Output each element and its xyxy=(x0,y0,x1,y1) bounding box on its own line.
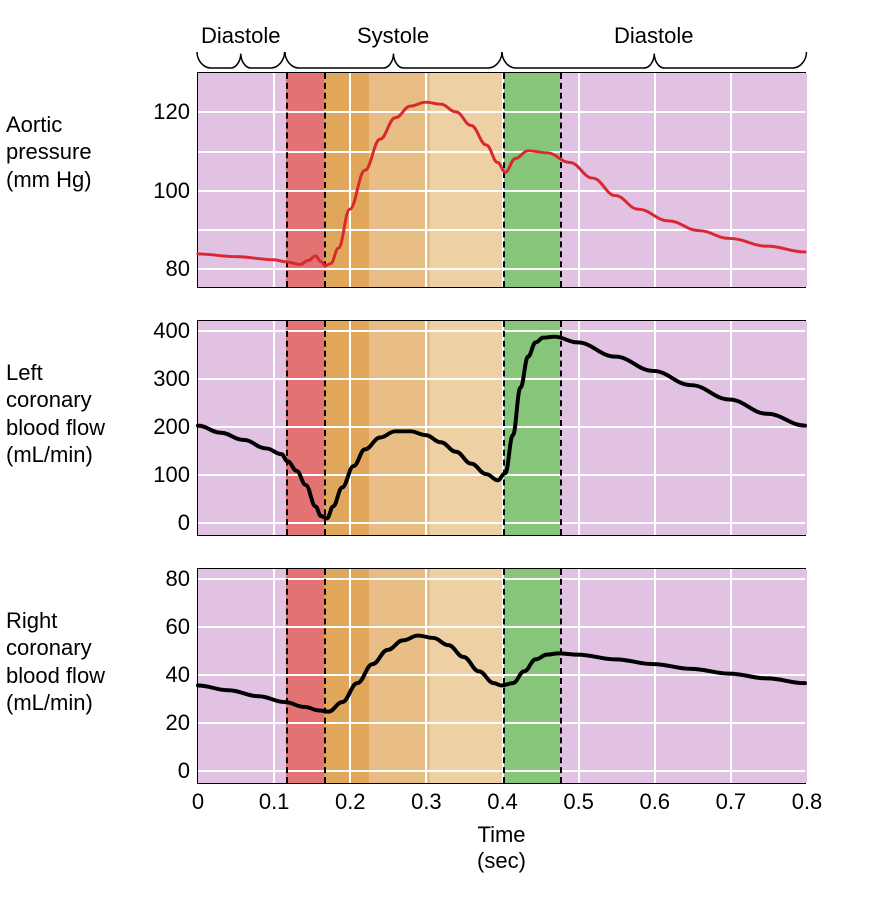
x-tick-label: 0.7 xyxy=(716,783,747,815)
x-tick-label: 0.2 xyxy=(335,783,366,815)
panel-right: Right coronary blood flow (mL/min)020406… xyxy=(0,568,806,784)
y-tick-label: 60 xyxy=(166,614,198,640)
y-axis-label: Right coronary blood flow (mL/min) xyxy=(6,607,105,717)
series-line xyxy=(198,569,805,783)
x-tick-label: 0.8 xyxy=(792,783,823,815)
plot-area: 0100200300400 xyxy=(197,320,806,536)
y-tick-label: 400 xyxy=(153,318,198,344)
y-tick-label: 120 xyxy=(153,99,198,125)
x-tick-label: 0.4 xyxy=(487,783,518,815)
y-tick-label: 100 xyxy=(153,462,198,488)
x-tick-label: 0.6 xyxy=(639,783,670,815)
y-tick-label: 0 xyxy=(178,510,198,536)
panel-left: Left coronary blood flow (mL/min)0100200… xyxy=(0,320,806,536)
y-tick-label: 300 xyxy=(153,366,198,392)
y-axis-label: Aortic pressure (mm Hg) xyxy=(6,111,92,194)
phase-label: Systole xyxy=(357,23,429,49)
y-tick-label: 80 xyxy=(166,566,198,592)
brace xyxy=(502,52,807,68)
x-tick-label: 0.5 xyxy=(563,783,594,815)
plot-area: 02040608000.10.20.30.40.50.60.70.8 xyxy=(197,568,806,784)
brace xyxy=(285,52,502,68)
x-tick-label: 0.3 xyxy=(411,783,442,815)
phase-label: Diastole xyxy=(614,23,693,49)
panel-aortic: Aortic pressure (mm Hg)80100120 xyxy=(0,72,806,288)
y-tick-label: 100 xyxy=(153,178,198,204)
brace xyxy=(197,52,285,68)
y-tick-label: 80 xyxy=(166,256,198,282)
series-line xyxy=(198,321,805,535)
y-axis-label: Left coronary blood flow (mL/min) xyxy=(6,359,105,469)
y-tick-label: 0 xyxy=(178,758,198,784)
y-tick-label: 40 xyxy=(166,662,198,688)
plot-area: 80100120 xyxy=(197,72,806,288)
x-tick-label: 0 xyxy=(192,783,204,815)
y-tick-label: 20 xyxy=(166,710,198,736)
x-tick-label: 0.1 xyxy=(259,783,290,815)
series-line xyxy=(198,73,805,287)
coronary-flow-figure: Diastole Systole Diastole Aortic pressure (… xyxy=(0,0,875,922)
x-axis-label: Time(sec) xyxy=(197,822,806,874)
y-tick-label: 200 xyxy=(153,414,198,440)
phase-label: Diastole xyxy=(201,23,280,49)
